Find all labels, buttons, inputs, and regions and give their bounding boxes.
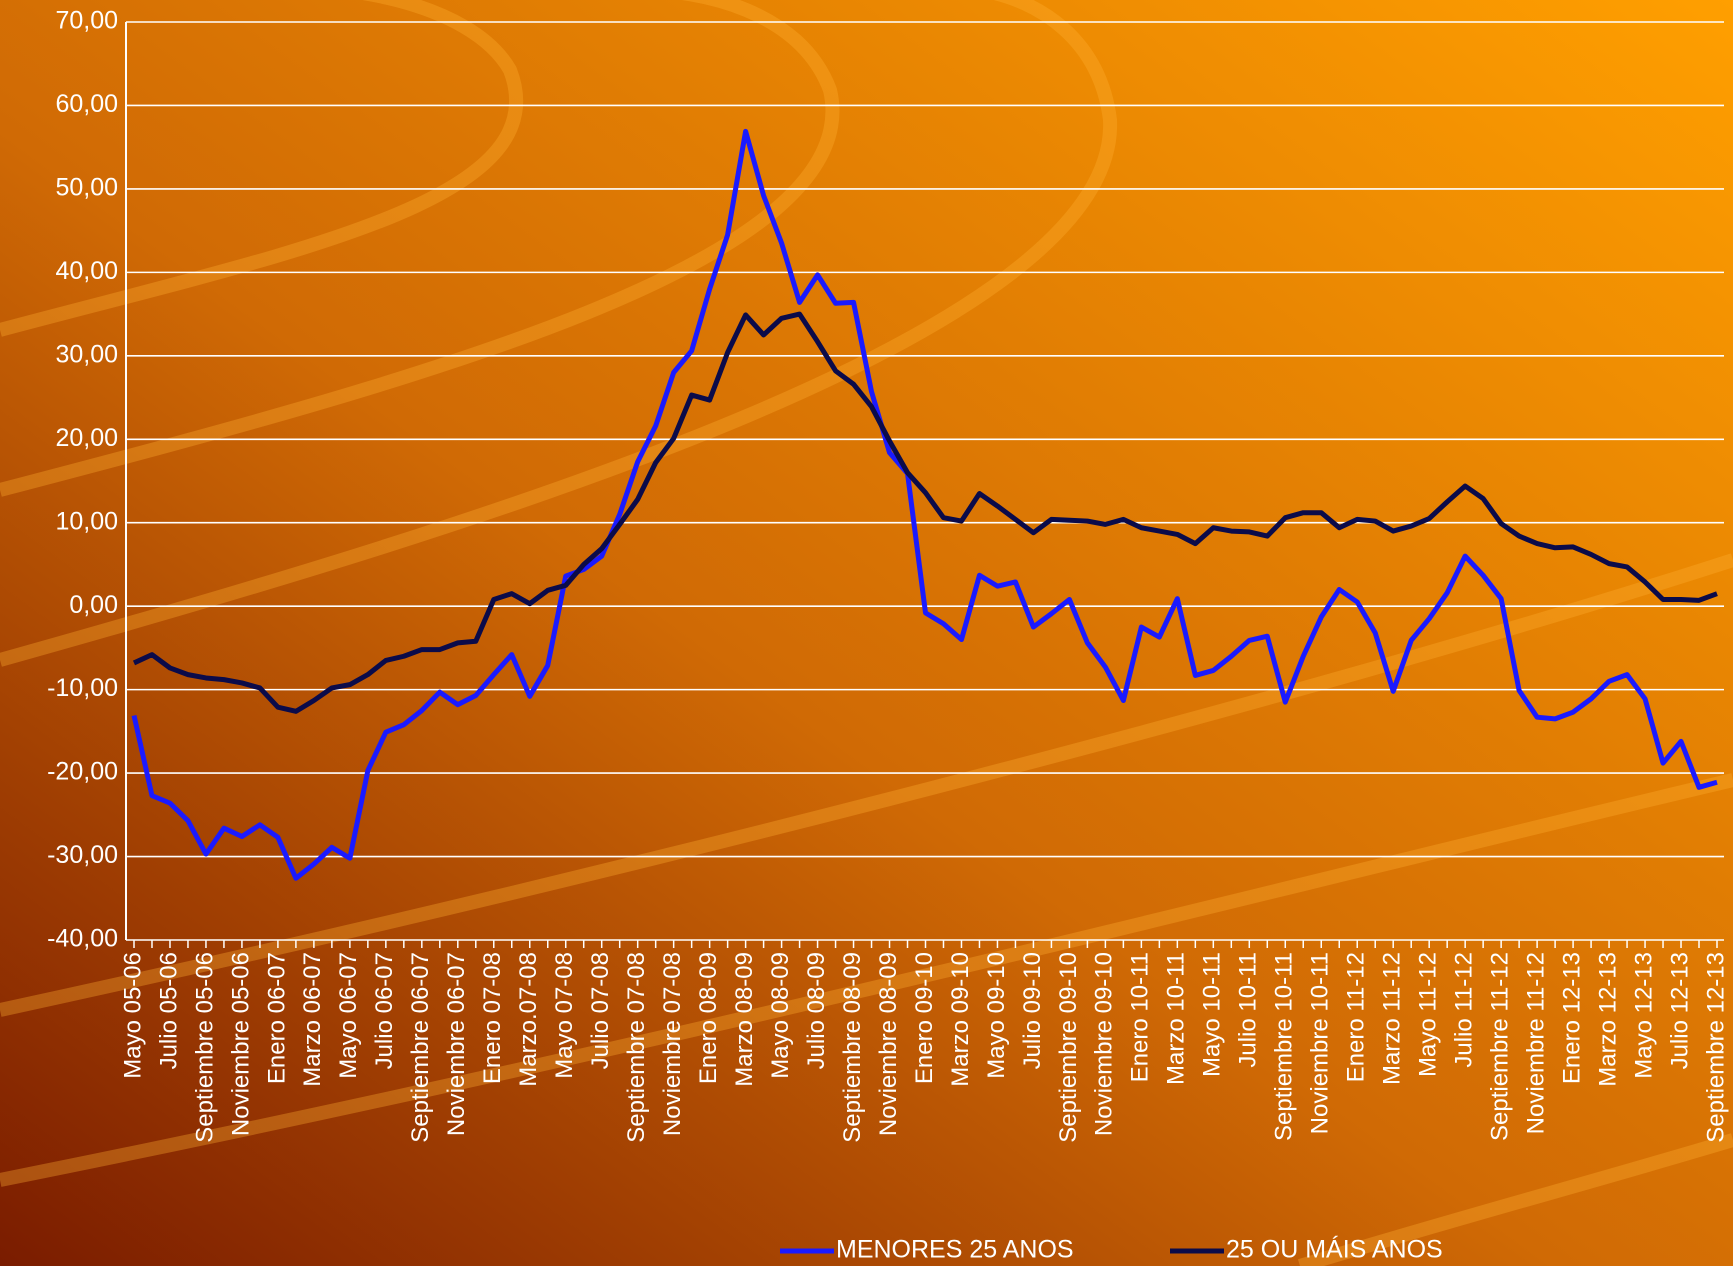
x-tick-label: Noviembre 09-10	[1091, 952, 1118, 1136]
x-tick-label: Marzo 11-12	[1379, 952, 1406, 1085]
x-tick-label: Septiembre 11-12	[1486, 952, 1513, 1141]
x-tick-label: Marzo 10-11	[1163, 952, 1190, 1085]
x-tick-label: Julio 06-07	[371, 952, 398, 1069]
y-tick-label: 60,00	[55, 90, 118, 118]
x-tick-label: Enero 08-09	[695, 952, 722, 1084]
x-tick-label: Marzo 06-07	[299, 952, 326, 1087]
x-tick-label: Mayo 06-07	[335, 952, 362, 1079]
x-tick-label: Marzo 12-13	[1594, 952, 1621, 1087]
x-tick-label: Septiembre 06-07	[407, 952, 434, 1143]
y-tick-label: 50,00	[55, 174, 118, 202]
x-tick-label: Enero 07-08	[479, 952, 506, 1084]
x-tick-label: Noviembre 07-08	[659, 952, 686, 1136]
y-tick-label: -10,00	[47, 674, 118, 702]
x-tick-label: Julio 12-13	[1666, 952, 1693, 1069]
x-tick-label: Septiembre 08-09	[839, 952, 866, 1143]
x-tick-label: Mayo 08-09	[767, 952, 794, 1079]
x-tick-label: Mayo 05-06	[119, 952, 146, 1079]
x-tick-label: Julio 05-06	[155, 952, 182, 1069]
y-tick-label: 30,00	[55, 340, 118, 368]
y-tick-label: 20,00	[55, 424, 118, 452]
y-tick-label: 40,00	[55, 257, 118, 285]
x-tick-label: Noviembre 06-07	[443, 952, 470, 1136]
x-tick-label: Mayo 11-12	[1415, 952, 1442, 1077]
y-tick-label: -20,00	[47, 758, 118, 786]
y-tick-label: 0,00	[69, 591, 118, 619]
x-tick-label: Mayo 12-13	[1630, 952, 1657, 1079]
y-tick-label: 10,00	[55, 507, 118, 535]
x-tick-label: Septiembre 07-08	[623, 952, 650, 1143]
x-tick-label: Noviembre 11-12	[1522, 952, 1549, 1134]
x-tick-label: Mayo 09-10	[983, 952, 1010, 1079]
y-tick-label: -30,00	[47, 841, 118, 869]
x-tick-label: Noviembre 05-06	[227, 952, 254, 1136]
x-tick-label: Marzo 08-09	[731, 952, 758, 1087]
x-tick-label: Enero 12-13	[1558, 952, 1585, 1084]
x-tick-label: Mayo 07-08	[551, 952, 578, 1079]
x-tick-label: Julio 09-10	[1019, 952, 1046, 1069]
legend-label: 25 OU MÁIS ANOS	[1226, 1235, 1443, 1264]
chart: -40,00 -30,00 -20,00 -10,00 0,00 10,00 20,00 30…	[0, 0, 1733, 1266]
legend-label: MENORES 25 ANOS	[836, 1236, 1074, 1264]
x-tick-label: Julio 11-12	[1451, 952, 1478, 1068]
x-tick-label: Septiembre 10-11	[1271, 952, 1298, 1141]
x-tick-label: Septiembre 12-13	[1702, 952, 1729, 1143]
x-tick-label: Noviembre 08-09	[875, 952, 902, 1136]
x-tick-label: Julio 10-11	[1235, 952, 1262, 1068]
x-tick-label: Mayo 10-11	[1199, 952, 1226, 1077]
x-tick-label: Septiembre 09-10	[1055, 952, 1082, 1143]
y-tick-label: -40,00	[47, 925, 118, 953]
x-tick-label: Julio 07-08	[587, 952, 614, 1069]
x-tick-label: Marzo 09-10	[947, 952, 974, 1087]
x-tick-label: Enero 06-07	[263, 952, 290, 1084]
x-tick-label: Enero 09-10	[911, 952, 938, 1084]
x-tick-label: Septiembre 05-06	[191, 952, 218, 1143]
x-tick-label: Marzo.07-08	[515, 952, 542, 1087]
x-tick-label: Noviembre 10-11	[1307, 952, 1334, 1134]
y-tick-label: 70,00	[55, 7, 118, 35]
x-tick-label: Julio 08-09	[803, 952, 830, 1069]
x-tick-label: Enero 10-11	[1127, 952, 1154, 1082]
x-tick-label: Enero 11-12	[1343, 952, 1370, 1082]
